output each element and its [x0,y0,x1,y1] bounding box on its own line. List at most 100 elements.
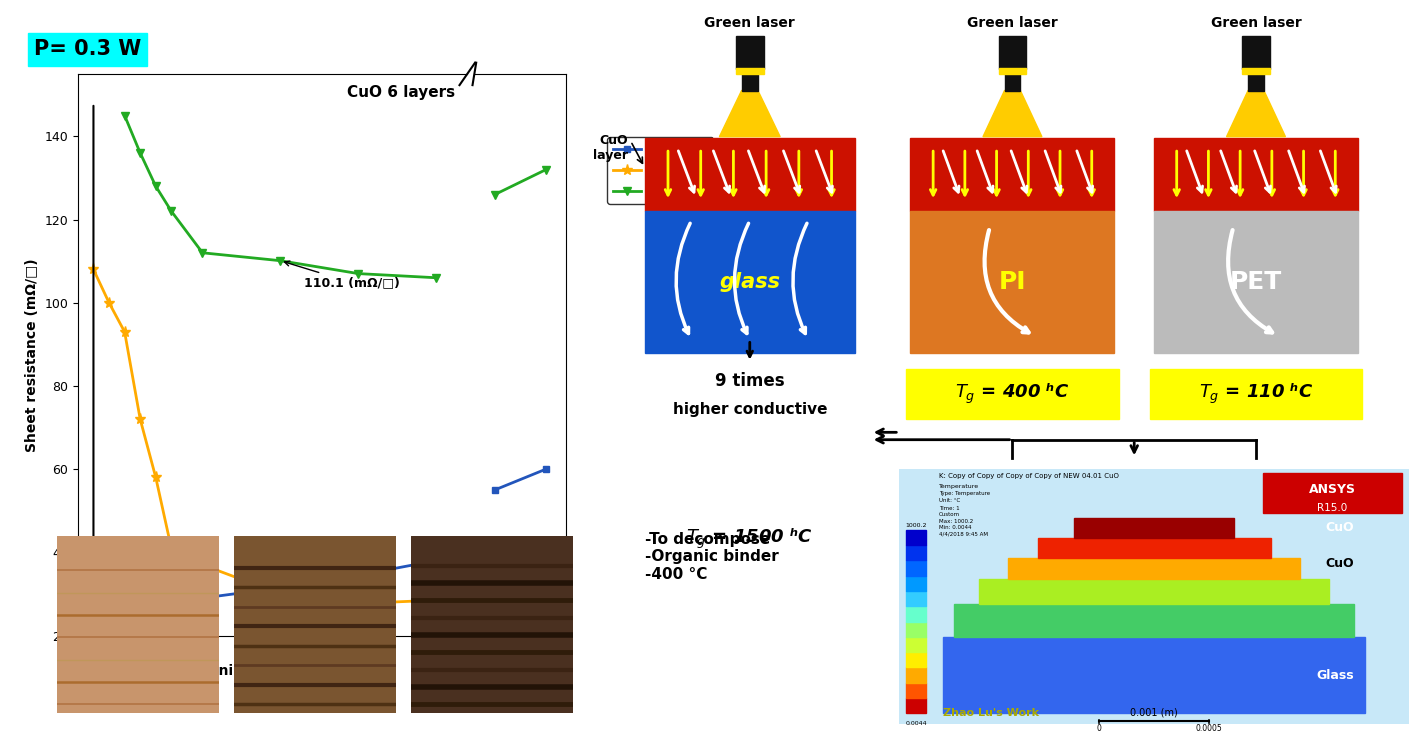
Text: CuO: CuO [1325,557,1354,571]
Bar [1154,211,1358,353]
Bar [742,74,758,91]
Text: higher conductive: higher conductive [673,402,827,417]
Text: 0.001 (m): 0.001 (m) [1130,708,1178,718]
Text: 0: 0 [1097,724,1102,733]
PET film [132,149,149,157]
Bar [736,36,763,69]
Text: R15.0: R15.0 [1317,503,1348,513]
Text: 0.0044: 0.0044 [905,721,927,726]
PET film [350,269,367,278]
Text: ANSYS: ANSYS [1308,483,1357,496]
Text: Green laser: Green laser [704,16,796,30]
PI film [85,265,102,274]
Text: P= 0.3 W: P= 0.3 W [34,39,142,59]
Text: Min: 0.0044: Min: 0.0044 [939,525,971,531]
Bar [910,211,1114,353]
Text: 0.0005: 0.0005 [1195,724,1222,733]
PI film [350,599,367,608]
Text: 110.1 (mΩ/□): 110.1 (mΩ/□) [285,261,399,289]
Bar [906,530,926,545]
Glass [116,601,133,610]
Legend: Glass, PI film, PET film: Glass, PI film, PET film [607,137,714,204]
Glass [194,593,211,602]
X-axis label: Scanning speed (mm/s): Scanning speed (mm/s) [181,664,364,678]
Bar [644,211,855,353]
Bar [1004,74,1021,91]
Bar [640,514,860,564]
PET film [194,248,211,257]
Bar [906,637,926,652]
PET film [428,273,445,282]
Text: PI: PI [998,270,1027,294]
Glass [272,583,289,592]
Bar [906,652,926,667]
PI film [132,415,149,423]
Text: 9 times: 9 times [715,372,784,390]
Glass [428,556,445,565]
Bar [954,604,1354,637]
Text: 1000.2: 1000.2 [905,522,927,528]
Bar [906,576,926,591]
Text: PET: PET [1231,270,1281,294]
Text: K: Copy of Copy of Copy of Copy of NEW 04.01 CuO: K: Copy of Copy of Copy of Copy of NEW 0… [939,473,1119,479]
PET film [147,182,164,191]
Text: Glass: Glass [1317,669,1354,681]
Text: 4/4/2018 9:45 AM: 4/4/2018 9:45 AM [939,532,988,537]
Glass [147,599,164,607]
Text: $\mathit{T_g}$ = 1500 ʰC: $\mathit{T_g}$ = 1500 ʰC [687,527,813,551]
PET film [116,111,133,120]
Bar [1247,74,1264,91]
Glass [132,600,149,609]
Y-axis label: Sheet resistance (mΩ/□): Sheet resistance (mΩ/□) [24,258,38,452]
PI film [116,327,133,336]
Bar [1154,138,1358,211]
Bar [906,667,926,683]
Bar [910,138,1114,211]
Text: 26.6 (mΩ/□): 26.6 (mΩ/□) [98,609,195,634]
Text: Zhao Lu's Work: Zhao Lu's Work [943,708,1039,718]
PET film [163,207,180,216]
Bar [906,591,926,606]
Bar [980,579,1328,604]
Glass [350,571,367,579]
Text: Temperature: Temperature [939,484,980,488]
Line: PET film: PET film [120,112,440,282]
Bar [906,621,926,637]
Text: 27.7 (mΩ/□): 27.7 (mΩ/□) [280,606,368,630]
Text: CuO 6 layers: CuO 6 layers [347,85,456,100]
Text: Green laser: Green laser [1211,16,1301,30]
Bar [906,545,926,560]
Line: Glass: Glass [91,557,439,612]
Bar [1008,559,1300,579]
PI film [101,299,118,307]
PI film [272,590,289,599]
Polygon shape [1226,91,1286,137]
PI film [163,544,180,553]
Bar [906,560,926,576]
Bar [1038,539,1270,559]
Bar [1073,519,1235,539]
Text: Time: 1: Time: 1 [939,505,960,511]
Bar [998,68,1027,74]
Bar [906,370,1119,418]
Glass [85,604,102,613]
Text: Green laser: Green laser [967,16,1058,30]
Bar [906,606,926,621]
Bar [1242,36,1270,69]
Text: CuO: CuO [1325,521,1354,534]
Polygon shape [943,637,1365,713]
Polygon shape [983,91,1042,137]
PI film [194,560,211,569]
Bar [906,683,926,698]
Polygon shape [719,91,780,137]
Text: Max: 1000.2: Max: 1000.2 [939,519,973,524]
Bar [644,138,855,211]
PI film [147,473,164,482]
Bar [1242,68,1270,74]
PI film [428,596,445,605]
Text: glass: glass [719,272,780,292]
Text: $\mathit{T_g}$ = 400 ʰC: $\mathit{T_g}$ = 400 ʰC [956,382,1069,406]
Text: Custom: Custom [939,512,960,517]
Text: Unit: °C: Unit: °C [939,498,960,503]
Text: Type: Temperature: Type: Temperature [939,491,990,496]
